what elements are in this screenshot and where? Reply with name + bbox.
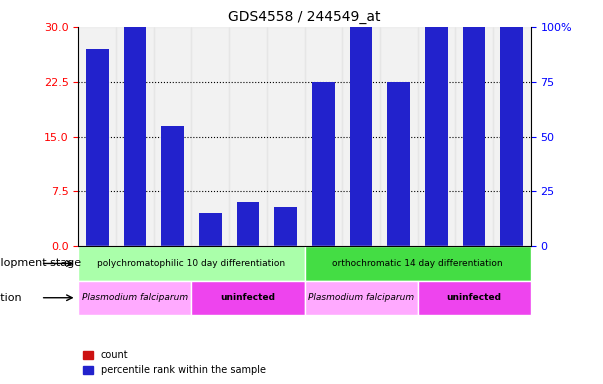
Bar <box>350 133 373 246</box>
Bar <box>78 27 116 246</box>
Bar <box>274 230 297 246</box>
Bar <box>162 197 184 246</box>
Bar <box>124 0 146 246</box>
Bar <box>425 0 447 246</box>
Bar <box>274 207 297 246</box>
Bar <box>425 56 447 246</box>
Bar <box>380 27 417 246</box>
Bar <box>500 0 523 246</box>
Bar <box>86 49 109 246</box>
Bar <box>116 27 154 246</box>
Bar <box>312 82 335 246</box>
Bar <box>267 27 305 246</box>
Bar <box>199 235 222 246</box>
Bar <box>343 27 380 246</box>
Legend: count, percentile rank within the sample: count, percentile rank within the sample <box>83 351 266 375</box>
Title: GDS4558 / 244549_at: GDS4558 / 244549_at <box>229 10 380 25</box>
Text: Plasmodium falciparum: Plasmodium falciparum <box>82 293 188 302</box>
Bar <box>305 281 417 315</box>
Bar <box>455 27 493 246</box>
Bar <box>236 232 259 246</box>
Bar <box>305 27 343 246</box>
Bar <box>78 246 305 281</box>
Bar <box>154 27 192 246</box>
Bar <box>78 281 192 315</box>
Bar <box>493 27 531 246</box>
Text: development stage: development stage <box>0 258 81 268</box>
Text: polychromatophilic 10 day differentiation: polychromatophilic 10 day differentiatio… <box>98 259 285 268</box>
Bar <box>350 5 373 246</box>
Bar <box>417 281 531 315</box>
Bar <box>162 126 184 246</box>
Bar <box>388 162 410 246</box>
Bar <box>192 281 305 315</box>
Bar <box>463 0 485 246</box>
Bar <box>192 27 229 246</box>
Bar <box>500 129 523 246</box>
Bar <box>463 82 485 246</box>
Text: uninfected: uninfected <box>221 293 276 302</box>
Text: infection: infection <box>0 293 22 303</box>
Bar <box>124 138 146 246</box>
Bar <box>86 142 109 246</box>
Text: orthochromatic 14 day differentiation: orthochromatic 14 day differentiation <box>332 259 503 268</box>
Bar <box>417 27 455 246</box>
Text: Plasmodium falciparum: Plasmodium falciparum <box>308 293 414 302</box>
Bar <box>236 202 259 246</box>
Bar <box>229 27 267 246</box>
Bar <box>305 246 531 281</box>
Bar <box>199 214 222 246</box>
Text: uninfected: uninfected <box>447 293 502 302</box>
Bar <box>312 180 335 246</box>
Bar <box>388 82 410 246</box>
